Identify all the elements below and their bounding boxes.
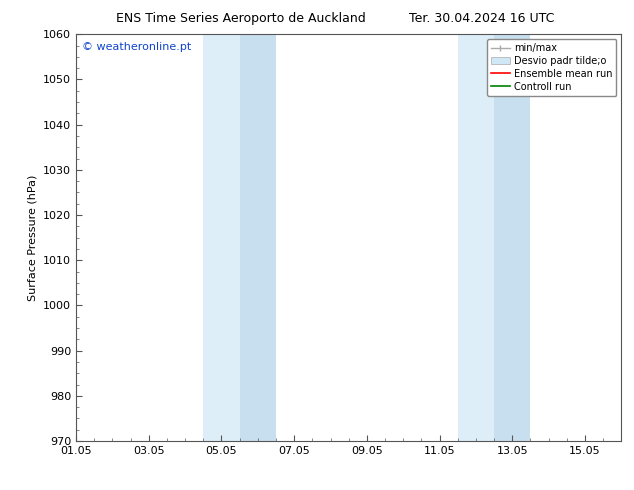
Text: © weatheronline.pt: © weatheronline.pt xyxy=(82,43,191,52)
Bar xyxy=(494,34,531,441)
Bar xyxy=(458,34,494,441)
Legend: min/max, Desvio padr tilde;o, Ensemble mean run, Controll run: min/max, Desvio padr tilde;o, Ensemble m… xyxy=(487,39,616,96)
Y-axis label: Surface Pressure (hPa): Surface Pressure (hPa) xyxy=(27,174,37,301)
Bar xyxy=(240,34,276,441)
Text: Ter. 30.04.2024 16 UTC: Ter. 30.04.2024 16 UTC xyxy=(409,12,555,25)
Bar xyxy=(204,34,240,441)
Text: ENS Time Series Aeroporto de Auckland: ENS Time Series Aeroporto de Auckland xyxy=(116,12,366,25)
